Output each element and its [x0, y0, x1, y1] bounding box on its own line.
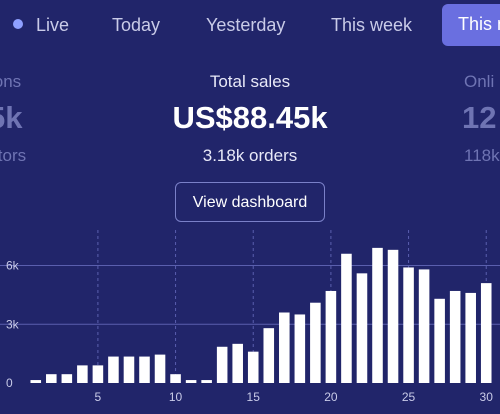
bar: [216, 346, 228, 383]
bar: [108, 356, 119, 383]
visitors-stat-label: ions: [0, 72, 22, 91]
y-tick-label: 6k: [6, 259, 20, 273]
chart-ticks: 0 3k 6k 5 10 15 20 25 30: [6, 259, 493, 405]
bar: [341, 253, 352, 383]
chart-bars: [30, 247, 492, 383]
tab-yesterday[interactable]: Yesterday: [206, 15, 286, 35]
bar: [480, 283, 492, 383]
y-tick-label: 0: [6, 376, 13, 390]
x-tick-label: 25: [402, 390, 416, 404]
view-dashboard-button[interactable]: View dashboard: [175, 182, 325, 222]
bar: [449, 290, 461, 383]
bar: [325, 290, 337, 383]
online-stat-sub: 118k: [464, 146, 500, 165]
tab-this-month[interactable]: This m: [442, 4, 500, 46]
total-sales-label: Total sales: [209, 72, 291, 91]
bar: [356, 273, 368, 383]
bar: [201, 380, 212, 383]
bar: [403, 267, 414, 383]
bar: [310, 302, 321, 383]
bar: [418, 269, 430, 383]
sales-bar-chart: 0 3k 6k 5 10 15 20 25 30: [0, 230, 500, 405]
bar: [30, 380, 42, 383]
bar: [372, 247, 383, 383]
bar: [263, 328, 275, 383]
x-tick-label: 30: [480, 390, 494, 404]
tab-this-week[interactable]: This week: [331, 15, 413, 35]
bar: [232, 343, 243, 383]
bar: [387, 249, 399, 383]
bar: [92, 365, 104, 383]
bar: [465, 292, 476, 383]
visitors-stat-sub: itors: [0, 146, 27, 165]
x-tick-label: 5: [95, 390, 102, 404]
bar: [154, 354, 166, 383]
orders-count: 3.18k orders: [202, 146, 298, 165]
online-stat-value: 12: [462, 100, 497, 135]
bar: [170, 374, 181, 383]
total-sales-value: US$88.45k: [172, 100, 328, 135]
bar: [123, 356, 135, 383]
bar: [61, 374, 73, 383]
visitors-stat-value: 5k: [0, 100, 23, 135]
tab-today[interactable]: Today: [112, 15, 161, 35]
period-tabs: Live Today Yesterday This week This m: [0, 0, 500, 52]
live-indicator-icon: [13, 19, 23, 29]
bar: [279, 312, 290, 383]
bar: [77, 365, 88, 383]
bar: [434, 298, 445, 383]
online-stat-label: Onli: [464, 72, 495, 91]
tab-this-month-label: This m: [458, 14, 500, 34]
bar: [294, 314, 306, 383]
bar: [185, 380, 197, 383]
x-tick-label: 10: [169, 390, 183, 404]
tab-live[interactable]: Live: [36, 15, 70, 35]
y-tick-label: 3k: [6, 317, 20, 331]
bar: [46, 374, 57, 383]
bar: [247, 351, 259, 383]
x-tick-label: 20: [324, 390, 338, 404]
x-tick-label: 15: [247, 390, 261, 404]
bar: [139, 356, 150, 383]
